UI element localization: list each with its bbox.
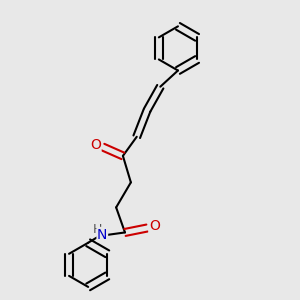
- Text: N: N: [97, 227, 107, 242]
- Text: O: O: [149, 219, 160, 233]
- Text: H: H: [92, 223, 102, 236]
- Text: O: O: [90, 138, 101, 152]
